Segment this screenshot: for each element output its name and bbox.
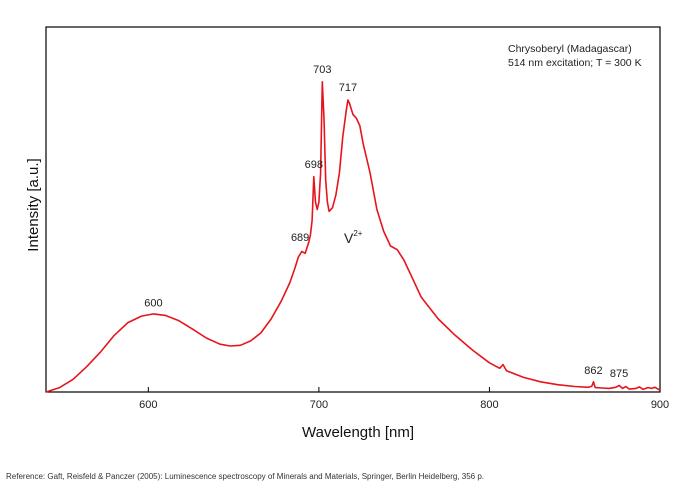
series-line xyxy=(45,81,661,393)
annotation-line-1: Chrysoberyl (Madagascar) xyxy=(508,43,632,55)
peak-label-875: 875 xyxy=(610,368,628,380)
x-tick-label: 800 xyxy=(480,399,498,411)
peak-label-698: 698 xyxy=(305,159,323,171)
peak-label-689: 689 xyxy=(291,232,309,244)
peak-label-600: 600 xyxy=(144,298,162,310)
ion-label: V2+ xyxy=(344,229,363,246)
x-axis-tick-labels: 600 700 800 900 xyxy=(139,399,669,411)
x-tick-label: 600 xyxy=(139,399,157,411)
x-axis-ticks xyxy=(147,387,661,392)
peak-labels: 600 689 698 703 717 862 875 xyxy=(144,64,628,380)
x-axis-title: Wavelength [nm] xyxy=(302,424,414,441)
peak-label-862: 862 xyxy=(584,365,602,377)
reference-citation: Reference: Gaft, Reisfeld & Panczer (200… xyxy=(6,472,485,481)
peak-label-703: 703 xyxy=(313,64,331,76)
x-tick-label: 900 xyxy=(651,399,669,411)
x-tick-label: 700 xyxy=(310,399,328,411)
annotation-line-2: 514 nm excitation; T = 300 K xyxy=(508,57,642,69)
plot-frame xyxy=(45,26,661,393)
peak-label-717: 717 xyxy=(339,82,357,94)
y-axis-title: Intensity [a.u.] xyxy=(25,158,42,251)
spectrum-chart: 600 700 800 900 600 689 698 703 717 862 875 Wavel… xyxy=(25,26,669,441)
